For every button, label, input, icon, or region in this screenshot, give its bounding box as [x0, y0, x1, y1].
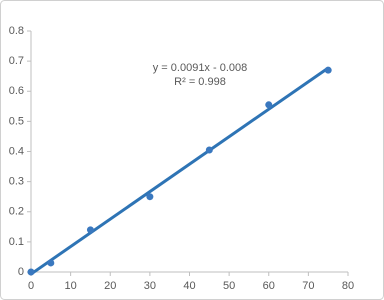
- equation-label: y = 0.0091x - 0.008: [153, 62, 247, 74]
- data-point: [146, 193, 154, 201]
- r-squared-label: R² = 0.998: [174, 76, 226, 88]
- x-tick-label: 20: [104, 280, 116, 292]
- data-point: [265, 101, 273, 109]
- y-tick-label: 0.4: [9, 145, 24, 157]
- x-tick-label: 70: [302, 280, 314, 292]
- x-tick-label: 50: [223, 280, 235, 292]
- data-point: [86, 226, 94, 234]
- y-tick-label: 0.1: [9, 236, 24, 248]
- trendline: [30, 66, 330, 276]
- x-tick-label: 0: [28, 280, 34, 292]
- data-point: [47, 259, 55, 267]
- y-tick-label: 0.7: [9, 55, 24, 67]
- data-point: [324, 66, 332, 74]
- data-point: [205, 146, 213, 154]
- y-tick-label: 0.2: [9, 206, 24, 218]
- x-tick-label: 30: [144, 280, 156, 292]
- y-tick-label: 0: [18, 266, 24, 278]
- y-tick-label: 0.8: [9, 25, 24, 37]
- data-point: [27, 268, 35, 276]
- y-tick-label: 0.6: [9, 85, 24, 97]
- x-tick-label: 40: [183, 280, 195, 292]
- x-tick-label: 10: [65, 280, 77, 292]
- x-tick-label: 60: [263, 280, 275, 292]
- x-tick-label: 80: [342, 280, 354, 292]
- y-tick-label: 0.3: [9, 176, 24, 188]
- y-tick-label: 0.5: [9, 115, 24, 127]
